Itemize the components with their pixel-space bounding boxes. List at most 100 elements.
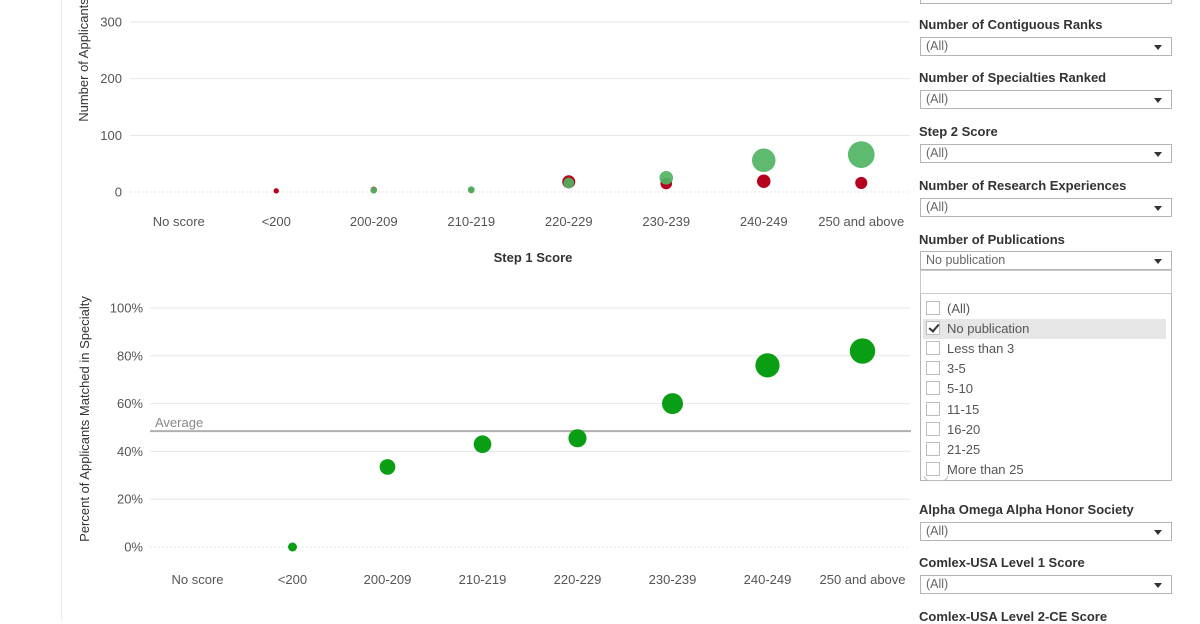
y-tick-label: 100	[100, 128, 122, 143]
data-point[interactable]	[467, 186, 475, 194]
x-tick-label: 230-239	[649, 572, 697, 587]
x-tick-label: 220-229	[554, 572, 602, 587]
filter-label-research-experiences: Number of Research Experiences	[919, 178, 1127, 193]
dropdown-option-more-than-25[interactable]: More than 25	[923, 460, 1166, 480]
x-tick-label: 210-219	[447, 214, 495, 229]
y-tick-label: 0	[115, 185, 122, 200]
filter-label-aoa-honor-society: Alpha Omega Alpha Honor Society	[919, 502, 1134, 517]
data-point[interactable]	[756, 174, 771, 188]
checkbox[interactable]	[926, 462, 940, 476]
dropdown-option-no-publication[interactable]: No publication	[923, 319, 1166, 339]
y-tick-label: 100%	[110, 301, 144, 316]
x-tick-label: No score	[171, 572, 223, 587]
previous-filter-select[interactable]	[920, 0, 1172, 4]
option-label: (All)	[947, 301, 971, 316]
x-tick-label: 230-239	[642, 214, 690, 229]
dropdown-option-21-25[interactable]: 21-25	[923, 440, 1166, 460]
select-value: (All)	[926, 200, 949, 214]
chevron-down-icon	[1154, 206, 1162, 211]
filter-label-specialties-ranked: Number of Specialties Ranked	[919, 70, 1107, 85]
aoa-honor-society-select[interactable]: (All)	[920, 522, 1172, 541]
select-value: (All)	[926, 146, 949, 160]
option-label: 21-25	[947, 442, 981, 457]
select-value: No publication	[926, 253, 1006, 267]
specialties-ranked-select[interactable]: (All)	[920, 90, 1172, 109]
x-tick-label: 210-219	[459, 572, 507, 587]
data-point[interactable]	[370, 187, 378, 194]
dropdown-option-11-15[interactable]: 11-15	[923, 400, 1166, 420]
chevron-down-icon	[1154, 259, 1162, 264]
x-tick-label: 220-229	[545, 214, 593, 229]
data-point[interactable]	[755, 353, 780, 378]
option-label: More than 25	[947, 462, 1024, 477]
dropdown-scroll-remnant	[924, 476, 948, 481]
publications-dropdown: (All) No publication Less than 3 3-5 5-1…	[920, 270, 1172, 481]
average-label: Average	[155, 415, 203, 430]
y-axis-label: Number of Applicants	[76, 0, 91, 122]
data-point[interactable]	[568, 429, 587, 448]
dropdown-search-input[interactable]	[920, 270, 1172, 294]
checkbox[interactable]	[926, 341, 940, 355]
data-point[interactable]	[379, 459, 396, 475]
dropdown-option-less-than-3[interactable]: Less than 3	[923, 339, 1166, 359]
select-value: (All)	[926, 524, 949, 538]
option-label: Less than 3	[947, 341, 1015, 356]
data-point[interactable]	[855, 176, 868, 189]
data-point[interactable]	[563, 177, 575, 189]
x-tick-label: No score	[153, 214, 205, 229]
checkbox[interactable]	[926, 361, 940, 375]
y-tick-label: 0%	[124, 540, 143, 555]
x-tick-label: 240-249	[744, 572, 792, 587]
percent-matched-chart: 0% 20% 40% 60% 80% 100% No score <200 200-209 21…	[77, 296, 911, 587]
x-tick-label: 200-209	[364, 572, 412, 587]
chevron-down-icon	[1154, 45, 1162, 50]
data-point[interactable]	[273, 188, 279, 194]
x-axis-label: Step 1 Score	[494, 250, 573, 265]
checkbox[interactable]	[926, 422, 940, 436]
chevron-down-icon	[1154, 152, 1162, 157]
data-point[interactable]	[288, 542, 297, 552]
dropdown-option-3-5[interactable]: 3-5	[923, 359, 1166, 379]
data-point[interactable]	[473, 435, 492, 454]
checkbox[interactable]	[926, 381, 940, 395]
research-experiences-select[interactable]: (All)	[920, 198, 1172, 217]
y-tick-label: 40%	[117, 444, 143, 459]
data-point[interactable]	[662, 393, 683, 415]
x-tick-label: 200-209	[350, 214, 398, 229]
checkbox[interactable]	[926, 402, 940, 416]
step2-score-select[interactable]: (All)	[920, 144, 1172, 163]
data-point[interactable]	[849, 338, 876, 364]
y-axis-label: Percent of Applicants Matched in Special…	[77, 296, 92, 542]
filter-panel: Number of Contiguous Ranks (All) Number …	[919, 0, 1174, 624]
y-tick-label: 60%	[117, 396, 143, 411]
charts-area: 0 100 200 300 No score <200 200-209 210-219 220…	[76, 0, 911, 587]
comlex-level1-select[interactable]: (All)	[920, 575, 1172, 594]
checkbox-checked[interactable]	[926, 321, 940, 335]
select-value: (All)	[926, 577, 949, 591]
filter-label-publications: Number of Publications	[919, 232, 1065, 247]
y-tick-label: 80%	[117, 348, 143, 363]
x-tick-label: <200	[278, 572, 307, 587]
dropdown-option-all[interactable]: (All)	[923, 299, 1166, 319]
contiguous-ranks-select[interactable]: (All)	[920, 37, 1172, 56]
dropdown-option-16-20[interactable]: 16-20	[923, 420, 1166, 440]
y-tick-label: 300	[100, 15, 122, 30]
chevron-down-icon	[1154, 98, 1162, 103]
chevron-down-icon	[1154, 530, 1162, 535]
left-border	[61, 0, 62, 621]
y-tick-label: 200	[100, 71, 122, 86]
publications-select[interactable]: No publication	[920, 251, 1172, 270]
data-point[interactable]	[659, 171, 674, 185]
checkbox[interactable]	[926, 442, 940, 456]
dropdown-option-5-10[interactable]: 5-10	[923, 379, 1166, 399]
select-value: (All)	[926, 39, 949, 53]
option-label: 16-20	[947, 422, 981, 437]
data-point[interactable]	[751, 148, 776, 173]
x-tick-label: 250 and above	[818, 214, 904, 229]
applicants-count-chart: 0 100 200 300 No score <200 200-209 210-219 220…	[76, 0, 910, 265]
option-label: No publication	[947, 321, 1030, 336]
chevron-down-icon	[1154, 583, 1162, 588]
data-point[interactable]	[847, 141, 875, 168]
y-tick-label: 20%	[117, 492, 143, 507]
checkbox[interactable]	[926, 301, 940, 315]
